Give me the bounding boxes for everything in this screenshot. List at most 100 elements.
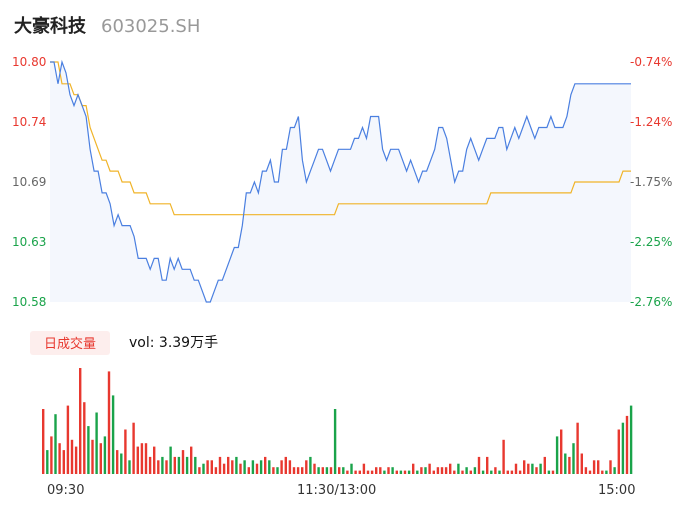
- volume-bar: [449, 463, 452, 474]
- volume-bar: [457, 463, 460, 474]
- volume-bar: [510, 470, 514, 474]
- percent-tick-label: -1.75%: [630, 175, 672, 189]
- volume-bar: [539, 463, 542, 474]
- volume-bar: [506, 470, 509, 474]
- volume-bar: [543, 456, 546, 474]
- volume-bar: [490, 470, 493, 474]
- volume-bar: [66, 405, 70, 474]
- volume-bar: [465, 467, 468, 474]
- time-label: 15:00: [598, 483, 635, 498]
- volume-bar: [111, 395, 115, 474]
- volume-bar: [99, 443, 102, 474]
- volume-bar: [239, 463, 242, 474]
- volume-bar: [420, 467, 423, 474]
- volume-bar: [350, 463, 353, 474]
- volume-bar: [194, 456, 197, 474]
- volume-bar: [62, 450, 65, 474]
- volume-bar: [87, 426, 90, 474]
- volume-bar: [243, 460, 246, 474]
- percent-axis: -0.74% -1.24% -1.75% -2.25% -2.76%: [630, 55, 672, 309]
- volume-bar: [584, 467, 588, 474]
- average-line-group: [50, 61, 631, 216]
- volume-bar: [177, 456, 181, 474]
- price-axis: 10.80 10.74 10.69 10.63 10.58: [12, 55, 46, 309]
- volume-bar: [588, 470, 592, 474]
- volume-badge-bg: [30, 331, 110, 355]
- volume-bar: [79, 368, 82, 474]
- volume-bar: [136, 446, 139, 474]
- volume-bar: [387, 467, 390, 474]
- volume-bar: [560, 429, 563, 474]
- volume-bar: [342, 467, 345, 474]
- volume-bar: [83, 402, 86, 474]
- volume-bar: [375, 467, 378, 474]
- volume-bar: [313, 463, 316, 474]
- volume-bar: [70, 439, 74, 474]
- percent-tick-label: -0.74%: [630, 55, 672, 69]
- volume-bar: [255, 463, 259, 474]
- volume-bar: [391, 467, 394, 474]
- volume-bar: [424, 467, 427, 474]
- volume-bar: [494, 467, 497, 474]
- price-tick-label: 10.69: [12, 175, 46, 189]
- volume-bar: [629, 405, 633, 474]
- price-tick-label: 10.63: [12, 235, 46, 249]
- volume-bar: [486, 456, 489, 474]
- volume-bar: [358, 470, 361, 474]
- time-label: 09:30: [47, 483, 84, 498]
- volume-bar: [370, 470, 374, 474]
- volume-bar: [555, 436, 559, 474]
- volume-bar: [473, 467, 477, 474]
- volume-value: vol: 3.39万手: [129, 335, 218, 351]
- volume-bar: [218, 456, 222, 474]
- volume-bar: [301, 467, 304, 474]
- volume-bar: [605, 470, 608, 474]
- volume-bar: [609, 460, 612, 474]
- volume-bar: [514, 463, 518, 474]
- volume-bar: [362, 463, 366, 474]
- volume-bar: [190, 446, 193, 474]
- volume-bar: [292, 467, 296, 474]
- volume-bar: [440, 467, 444, 474]
- volume-bar: [305, 460, 308, 474]
- volume-bar: [259, 460, 263, 474]
- volume-bar: [280, 460, 283, 474]
- volume-bar: [206, 460, 209, 474]
- volume-bar: [227, 456, 230, 474]
- volume-bar: [481, 470, 485, 474]
- volume-bar: [428, 463, 431, 474]
- volume-bar: [601, 470, 604, 474]
- volume-bar: [354, 470, 357, 474]
- volume-bar: [272, 467, 275, 474]
- volume-bar: [383, 470, 386, 474]
- volume-bar: [453, 470, 456, 474]
- volume-bar: [161, 456, 164, 474]
- volume-bar: [416, 470, 419, 474]
- volume-bar: [50, 436, 53, 474]
- volume-bar: [625, 415, 629, 474]
- volume-bar: [210, 460, 213, 474]
- volume-bar: [222, 463, 226, 474]
- volume-bar: [621, 422, 625, 474]
- volume-bar: [247, 467, 250, 474]
- volume-bar: [535, 467, 538, 474]
- volume-bar: [338, 467, 341, 474]
- stock-name: 大豪科技: [14, 15, 87, 37]
- volume-bar: [518, 470, 522, 474]
- volume-bar: [169, 446, 172, 474]
- volume-bar: [132, 422, 135, 474]
- volume-bar: [523, 460, 526, 474]
- volume-bar: [58, 443, 61, 474]
- volume-bar: [436, 467, 440, 474]
- volume-bars: [42, 368, 633, 474]
- price-tick-label: 10.74: [12, 115, 46, 129]
- volume-bar: [120, 453, 123, 474]
- volume-bar: [580, 453, 583, 474]
- volume-bar: [214, 467, 218, 474]
- volume-bar: [181, 450, 185, 474]
- volume-bar: [407, 470, 411, 474]
- volume-bar: [412, 463, 415, 474]
- volume-bar: [613, 467, 616, 474]
- volume-bar: [531, 463, 534, 474]
